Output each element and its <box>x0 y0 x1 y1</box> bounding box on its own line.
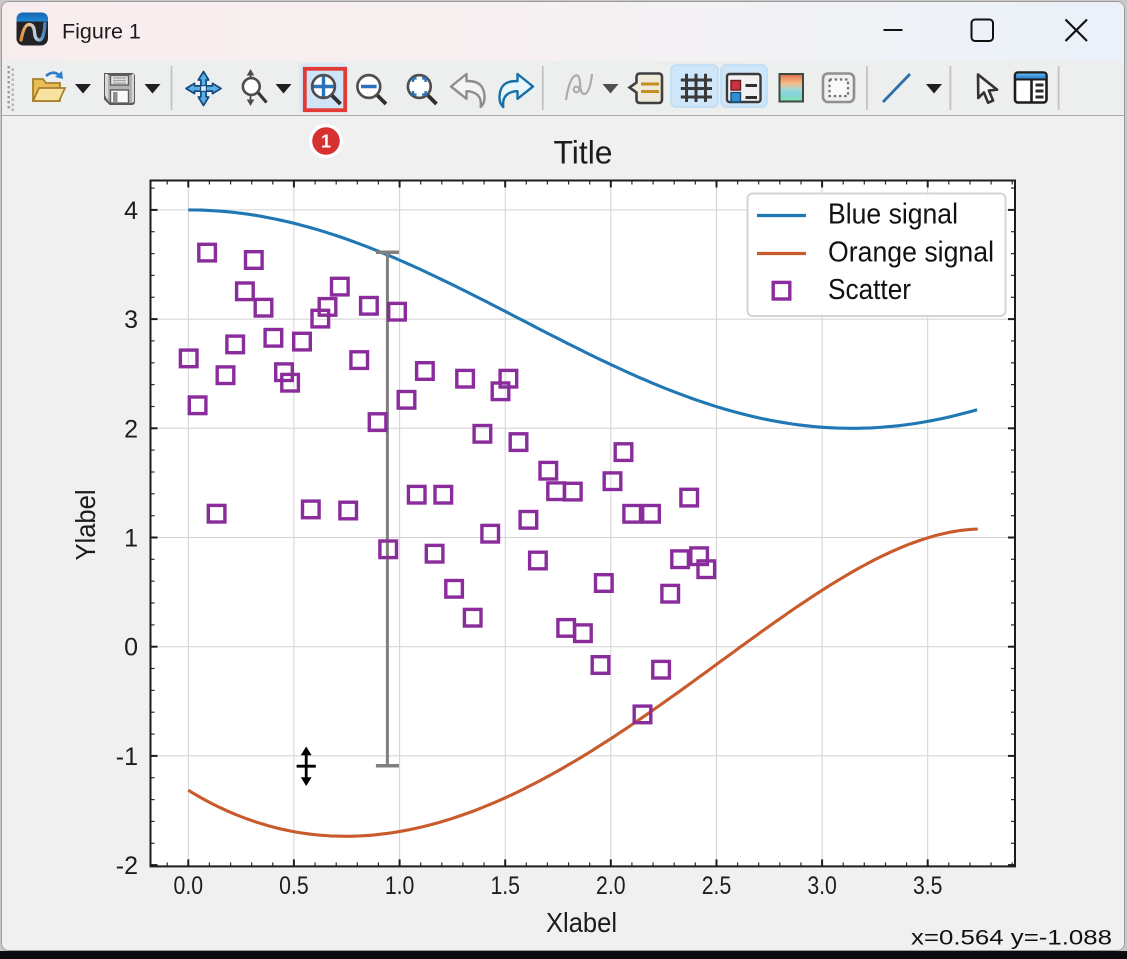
svg-text:3.5: 3.5 <box>913 872 943 900</box>
svg-text:-1: -1 <box>116 743 138 771</box>
svg-text:4: 4 <box>124 197 138 225</box>
svg-text:0.0: 0.0 <box>174 872 204 900</box>
svg-text:1.5: 1.5 <box>490 872 520 900</box>
svg-text:0: 0 <box>124 634 138 662</box>
svg-text:2.5: 2.5 <box>702 872 732 900</box>
svg-text:Scatter: Scatter <box>828 274 911 306</box>
svg-text:x=0.564 y=-1.088: x=0.564 y=-1.088 <box>911 927 1112 950</box>
svg-text:2: 2 <box>124 415 138 443</box>
svg-text:Xlabel: Xlabel <box>546 907 617 938</box>
svg-text:1.0: 1.0 <box>385 872 415 900</box>
svg-text:Blue signal: Blue signal <box>828 199 958 231</box>
svg-text:Figure 1: Figure 1 <box>62 20 141 44</box>
svg-text:1: 1 <box>321 132 331 152</box>
svg-text:3.0: 3.0 <box>807 872 837 900</box>
svg-text:2.0: 2.0 <box>596 872 626 900</box>
svg-text:Title: Title <box>554 135 613 171</box>
svg-text:0.5: 0.5 <box>279 872 309 900</box>
svg-text:Orange signal: Orange signal <box>828 237 994 269</box>
svg-text:3: 3 <box>124 306 138 334</box>
svg-text:Ylabel: Ylabel <box>70 490 101 561</box>
svg-text:1: 1 <box>124 525 138 553</box>
svg-text:-2: -2 <box>116 852 138 880</box>
